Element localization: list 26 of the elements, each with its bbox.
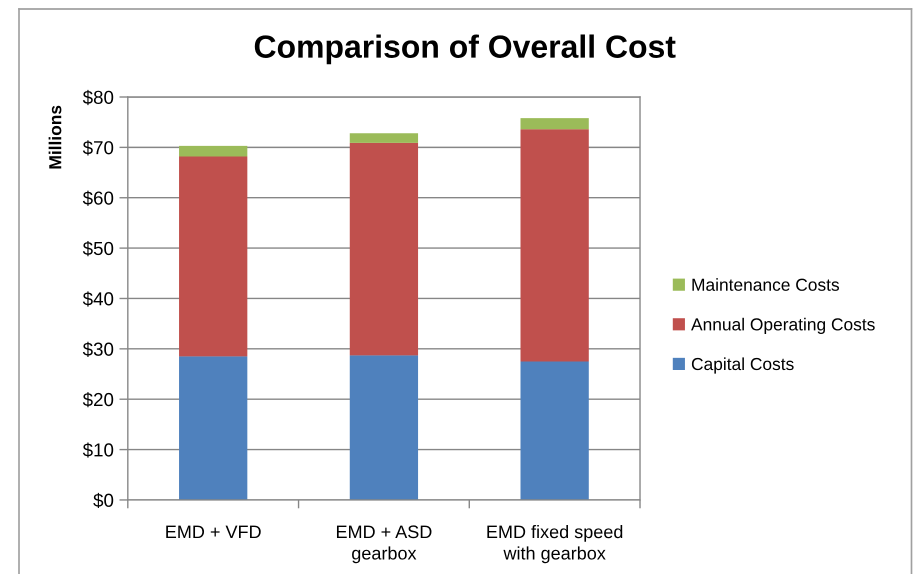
legend-label: Maintenance Costs: [692, 278, 840, 291]
legend-label: Annual Operating Costs: [691, 318, 875, 334]
chart-title: Comparison of Overall Cost: [254, 34, 676, 64]
y-tick-label: $80: [82, 90, 114, 106]
legend-label: Capital Costs: [692, 357, 794, 374]
y-tick-label: $50: [82, 241, 114, 256]
x-tick-label: EMD fixed speed with gearbox: [487, 524, 622, 564]
bar: [350, 133, 418, 143]
y-tick-label: $10: [82, 442, 114, 458]
y-tick-label: $30: [82, 342, 114, 357]
bar: [520, 361, 589, 500]
y-tick-label: $40: [82, 291, 114, 307]
bar: [520, 129, 589, 362]
y-tick-label: $60: [82, 190, 114, 206]
y-tick-label: $0: [93, 492, 114, 508]
bar: [350, 355, 418, 500]
bar: [179, 356, 248, 500]
x-tick-label: EMD + VFD: [166, 526, 261, 538]
bar: [350, 142, 418, 356]
bar: [179, 146, 248, 156]
bar: [179, 156, 248, 356]
bar: [520, 118, 589, 130]
y-tick-label: $70: [82, 140, 114, 156]
x-tick-label: EMD + ASD gearbox: [336, 525, 432, 564]
y-axis-title: Millions: [48, 106, 62, 168]
y-tick-label: $20: [82, 392, 114, 408]
